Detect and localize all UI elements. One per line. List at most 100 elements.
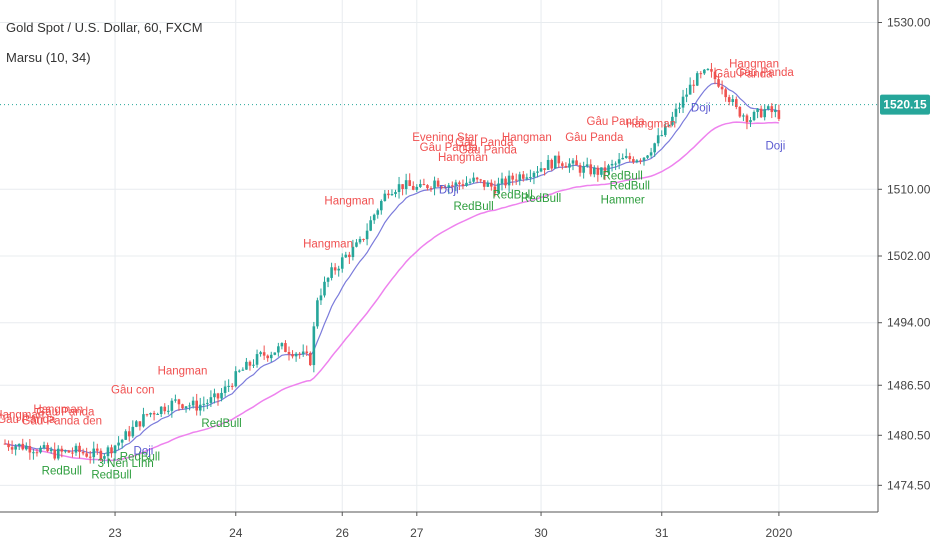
candle-body xyxy=(358,238,362,243)
candle-body xyxy=(674,108,678,117)
candle-body xyxy=(127,431,131,437)
pattern-label: RedBull xyxy=(603,170,643,182)
candle-body xyxy=(507,175,511,186)
candle-body xyxy=(695,73,699,86)
candle-body xyxy=(589,164,593,175)
pattern-label: Evening Star xyxy=(412,132,478,144)
candle-body xyxy=(3,443,7,445)
pattern-label: Gâu Panda xyxy=(736,67,795,79)
pattern-label: 3 Nến Lính xyxy=(98,458,154,470)
candle-body xyxy=(277,346,280,353)
candle-body xyxy=(429,188,433,190)
candle-body xyxy=(135,421,138,427)
pattern-label: Doji xyxy=(691,103,711,115)
candle-body xyxy=(415,186,419,190)
candle-body xyxy=(294,353,298,357)
candle-body xyxy=(42,445,46,448)
candle-body xyxy=(411,185,415,190)
candle-body xyxy=(511,175,514,180)
time-tick-label: 23 xyxy=(108,526,122,540)
symbol-legend[interactable]: Gold Spot / U.S. Dollar, 60, FXCM xyxy=(6,20,203,35)
pattern-label: Hangman xyxy=(33,404,83,416)
candle-body xyxy=(472,177,475,182)
candle-body xyxy=(699,73,703,75)
candle-body xyxy=(117,442,120,446)
candle-body xyxy=(280,343,284,347)
candle-body xyxy=(209,397,213,403)
candle-body xyxy=(78,445,81,453)
candle-body xyxy=(600,167,603,175)
pattern-label: RedBull xyxy=(453,201,493,213)
candle-body xyxy=(355,242,358,247)
candle-body xyxy=(96,448,99,451)
candle-body xyxy=(742,115,745,117)
candle-body xyxy=(56,448,60,459)
time-tick-label: 2020 xyxy=(766,526,793,540)
candle-body xyxy=(422,184,426,186)
time-tick-label: 24 xyxy=(229,526,243,540)
candle-body xyxy=(206,402,209,404)
candle-body xyxy=(561,163,564,166)
candle-body xyxy=(390,194,394,196)
candle-body xyxy=(248,361,252,366)
pattern-label: RedBull xyxy=(521,193,561,205)
indicator-legend[interactable]: Marsu (10, 34) xyxy=(6,50,91,65)
candle-body xyxy=(46,445,49,452)
candle-body xyxy=(387,193,390,196)
pattern-label: Gâu Panda xyxy=(455,137,514,149)
candle-body xyxy=(188,405,191,407)
candle-body xyxy=(255,354,259,365)
candle-body xyxy=(316,300,319,327)
candle-body xyxy=(433,180,436,189)
candle-body xyxy=(103,456,106,459)
candle-body xyxy=(685,94,688,97)
candle-body xyxy=(617,159,621,164)
candle-body xyxy=(259,352,262,355)
candle-body xyxy=(720,86,724,90)
candle-body xyxy=(287,352,291,355)
pattern-label: RedBull xyxy=(120,451,160,463)
candle-body xyxy=(664,126,667,136)
candle-body xyxy=(656,135,660,144)
time-tick-label: 27 xyxy=(410,526,424,540)
candle-body xyxy=(372,214,376,221)
candle-body xyxy=(763,109,766,118)
candle-body xyxy=(475,177,479,180)
candle-body xyxy=(557,155,561,164)
candle-body xyxy=(458,182,461,185)
candle-body xyxy=(7,443,10,448)
candle-body xyxy=(234,371,238,387)
candle-body xyxy=(245,361,248,370)
time-tick-label: 30 xyxy=(534,526,548,540)
candle-body xyxy=(532,172,536,178)
ma-fast-line xyxy=(4,82,780,455)
candle-body xyxy=(624,156,628,158)
candle-body xyxy=(216,393,220,399)
candle-body xyxy=(635,160,639,163)
candle-body xyxy=(312,326,316,366)
candle-body xyxy=(305,351,309,353)
candle-body xyxy=(408,180,411,186)
candle-body xyxy=(74,445,78,453)
candle-body xyxy=(213,393,216,398)
candle-body xyxy=(85,453,88,457)
candle-body xyxy=(380,200,383,211)
candle-body xyxy=(539,168,543,172)
candle-body xyxy=(454,182,458,186)
candle-body xyxy=(756,108,759,112)
candle-body xyxy=(610,163,614,166)
time-tick-label: 31 xyxy=(655,526,669,540)
pattern-label: Doji xyxy=(439,184,459,196)
time-axis-panel xyxy=(0,512,878,550)
candle-body xyxy=(593,167,596,175)
pattern-label: RedBull xyxy=(42,465,82,477)
candle-body xyxy=(64,450,67,452)
candle-body xyxy=(642,157,646,161)
candle-body xyxy=(525,177,529,179)
candle-body xyxy=(333,267,337,271)
candle-body xyxy=(81,452,85,454)
candle-body xyxy=(163,406,167,412)
price-tick-label: 1530.00 xyxy=(887,16,931,30)
